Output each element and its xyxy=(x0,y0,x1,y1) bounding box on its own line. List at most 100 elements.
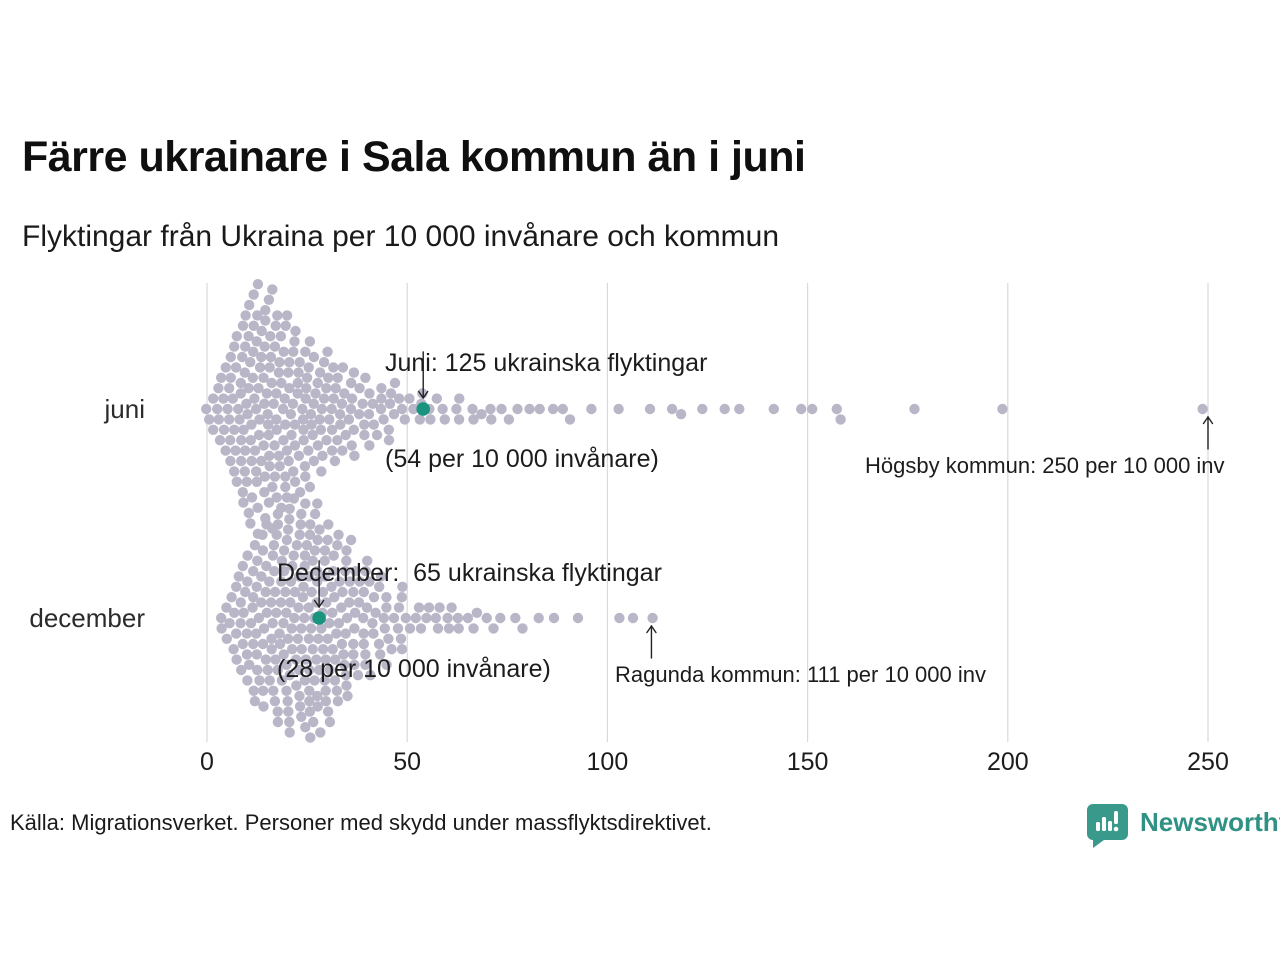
dot xyxy=(283,706,294,717)
dot xyxy=(269,341,281,352)
dot xyxy=(385,388,397,399)
dot xyxy=(258,623,270,634)
dot xyxy=(265,597,277,608)
dot xyxy=(269,586,281,598)
dot xyxy=(308,455,320,467)
dot xyxy=(319,545,331,556)
exclamation-stem xyxy=(1114,811,1118,824)
dot xyxy=(256,325,267,337)
dot xyxy=(230,445,241,456)
dot xyxy=(285,576,297,587)
dot xyxy=(294,690,305,702)
dot xyxy=(320,654,331,665)
dot xyxy=(362,555,373,566)
dot xyxy=(349,607,361,618)
dot xyxy=(364,440,375,451)
dot xyxy=(360,372,371,383)
dot xyxy=(284,357,295,368)
dot xyxy=(329,654,341,665)
dot xyxy=(273,367,285,378)
dot xyxy=(231,331,242,342)
dot xyxy=(281,534,293,546)
dot xyxy=(234,414,245,425)
dot xyxy=(374,581,385,592)
dot xyxy=(235,388,246,399)
dot xyxy=(283,455,294,467)
dot xyxy=(291,680,302,691)
dot xyxy=(345,377,357,389)
dot xyxy=(376,393,387,404)
dot xyxy=(304,696,315,707)
dot xyxy=(281,310,293,321)
dot xyxy=(287,398,299,409)
x-tick-100: 100 xyxy=(586,748,629,776)
dot xyxy=(229,466,240,477)
dot xyxy=(305,732,316,743)
dot xyxy=(304,529,316,540)
dot xyxy=(278,649,289,660)
dot xyxy=(252,555,263,566)
dot xyxy=(303,633,315,644)
dot xyxy=(264,362,275,373)
dot xyxy=(368,628,379,639)
dot xyxy=(360,649,371,660)
dot xyxy=(354,383,365,394)
dot xyxy=(312,498,323,509)
dot xyxy=(296,644,307,655)
dot xyxy=(378,414,389,425)
dot xyxy=(248,346,259,357)
dot xyxy=(287,560,298,572)
dot xyxy=(248,289,259,300)
dot xyxy=(285,409,297,420)
dot xyxy=(328,393,339,404)
dot xyxy=(272,664,283,676)
dot xyxy=(284,716,295,728)
annotation-december-line2: (28 per 10 000 invånare) xyxy=(277,655,551,683)
x-tick-0: 0 xyxy=(200,748,214,776)
dot xyxy=(425,414,436,425)
dot xyxy=(259,341,270,352)
dot xyxy=(322,706,334,717)
dot xyxy=(338,649,349,660)
dot xyxy=(263,497,275,508)
dot xyxy=(286,623,297,634)
dot xyxy=(254,675,265,686)
dot xyxy=(253,383,264,394)
dot xyxy=(496,403,507,415)
dot xyxy=(296,711,307,722)
dot xyxy=(278,545,290,556)
dot xyxy=(305,519,316,530)
dot xyxy=(254,362,266,373)
dot xyxy=(249,540,261,551)
dot xyxy=(225,455,236,467)
dot xyxy=(290,325,301,337)
dot xyxy=(384,398,396,409)
dot xyxy=(212,403,223,415)
dot xyxy=(218,424,230,435)
dot xyxy=(301,383,312,394)
dot xyxy=(381,592,392,603)
dot xyxy=(350,566,361,577)
dot xyxy=(309,508,321,520)
dot xyxy=(257,545,269,556)
beeswarm-juni xyxy=(201,279,1208,539)
dot xyxy=(254,414,265,425)
dot xyxy=(224,383,235,394)
dot xyxy=(261,607,273,618)
dot xyxy=(243,383,254,394)
dot xyxy=(367,618,378,629)
row-label-juni: juni xyxy=(104,394,145,424)
dot xyxy=(240,586,251,598)
dot xyxy=(267,284,278,295)
annotation-juni-callout: Juni: 125 ukrainska flyktingar (54 per 1… xyxy=(385,283,707,539)
dot xyxy=(346,393,358,404)
dot xyxy=(512,403,523,415)
dot xyxy=(294,357,305,368)
dot xyxy=(644,403,656,415)
dot xyxy=(279,393,290,404)
dot xyxy=(237,487,248,498)
dot xyxy=(807,403,818,415)
dot xyxy=(353,597,365,608)
dot xyxy=(434,602,445,613)
